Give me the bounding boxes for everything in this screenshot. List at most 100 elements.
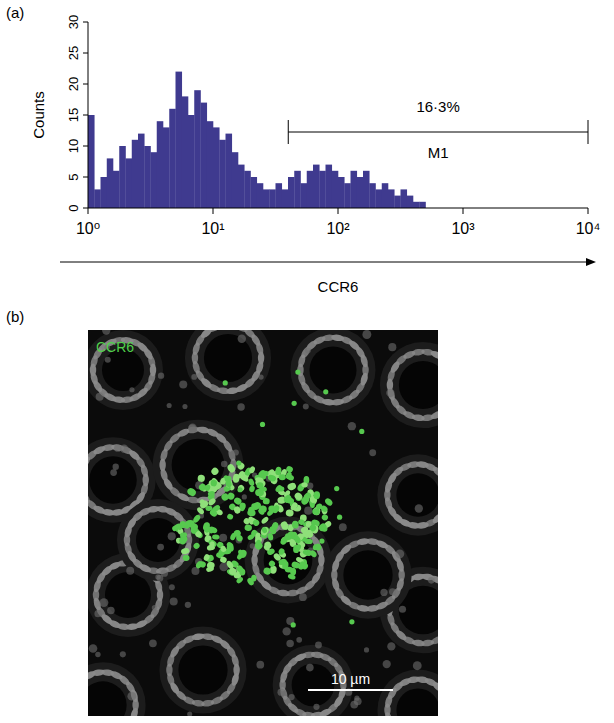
histogram-bar <box>419 202 426 208</box>
channel-label: CCR6 <box>96 339 134 355</box>
crypt-tissue <box>88 662 146 716</box>
ccr6-cell <box>349 619 354 624</box>
nucleus <box>288 694 294 700</box>
ccr6-cell <box>302 549 312 556</box>
nucleus <box>158 372 164 378</box>
ccr6-cell <box>263 471 268 476</box>
histogram-bar <box>357 177 364 208</box>
crypt-lumen <box>396 688 438 716</box>
crypt-tissue <box>377 454 438 535</box>
nucleus <box>126 567 134 575</box>
histogram-bar <box>94 189 101 208</box>
nucleus <box>88 491 92 505</box>
panel-label: (a) <box>6 4 24 21</box>
ccr6-cell <box>264 541 273 550</box>
ccr6-cell <box>207 490 215 497</box>
nucleus <box>207 330 221 334</box>
x-tick <box>338 208 339 214</box>
nucleus <box>431 680 438 693</box>
histogram-bar <box>332 171 339 208</box>
ccr6-cell <box>219 556 227 564</box>
ccr6-cell <box>279 474 286 480</box>
ccr6-cell <box>271 504 281 514</box>
ccr6-cell <box>210 466 220 476</box>
histogram-bar <box>363 171 370 208</box>
nucleus <box>299 593 307 601</box>
ccr6-cell <box>242 517 251 526</box>
nucleus <box>350 701 358 709</box>
y-tick <box>83 177 88 178</box>
nucleus <box>383 660 391 668</box>
y-tick <box>83 208 88 209</box>
histogram-bar <box>150 152 157 208</box>
histogram-bar <box>338 177 345 208</box>
nucleus <box>105 357 111 363</box>
ccr6-cell <box>189 522 199 532</box>
ccr6-cell <box>180 547 190 555</box>
ccr6-cell <box>248 465 256 474</box>
gate-end <box>588 120 589 144</box>
y-tick <box>83 53 88 54</box>
ccr6-cell <box>297 560 307 571</box>
nucleus <box>188 424 197 433</box>
crypt-tissue <box>245 517 332 604</box>
ccr6-cell <box>210 479 217 487</box>
ccr6-cell <box>186 487 197 498</box>
nucleus <box>431 465 438 478</box>
ccr6-cell <box>289 501 298 511</box>
nucleus <box>157 544 164 551</box>
crypt-lumen <box>88 681 127 716</box>
ccr6-cell <box>248 478 256 487</box>
histogram-bar <box>182 96 189 208</box>
ccr6-cell <box>223 380 228 385</box>
ccr6-cell <box>305 529 315 539</box>
nucleus <box>313 704 319 710</box>
histogram-bar <box>107 158 114 208</box>
ccr6-cell <box>237 470 245 479</box>
x-tick <box>588 208 589 214</box>
nucleus <box>428 577 435 584</box>
nucleus <box>149 640 157 648</box>
x-tick-label: 10³ <box>451 220 475 237</box>
ccr6-cell <box>320 504 329 513</box>
nucleus <box>102 330 110 335</box>
y-tick-label: 30 <box>66 15 81 29</box>
nucleus <box>388 343 396 351</box>
nucleus <box>303 403 309 409</box>
ccr6-cell <box>254 539 262 549</box>
histogram-bar <box>288 177 295 208</box>
nucleus <box>304 507 312 515</box>
axis-arrow <box>60 262 590 263</box>
ccr6-cell <box>236 551 245 561</box>
y-tick-label: 5 <box>66 173 81 180</box>
histogram-bar <box>344 183 351 208</box>
ccr6-cell <box>175 523 183 531</box>
nucleus <box>399 606 406 613</box>
figure: (a)051015202530Counts10⁰10¹10²10³10⁴16·3… <box>0 0 614 723</box>
nucleus <box>124 715 136 716</box>
histogram-bar <box>275 183 282 208</box>
nucleus <box>282 627 290 635</box>
ccr6-cell <box>233 529 241 536</box>
ccr6-cell <box>225 560 234 571</box>
histogram-bar <box>382 183 389 208</box>
y-tick-label: 25 <box>66 46 81 60</box>
nucleus <box>277 689 284 696</box>
nucleus <box>233 449 239 455</box>
y-tick-label: 15 <box>66 108 81 122</box>
x-tick <box>463 208 464 214</box>
nucleus <box>339 523 347 531</box>
ccr6-cell <box>291 622 296 627</box>
ccr6-cell <box>287 482 297 491</box>
histogram-bar <box>176 72 183 208</box>
ccr6-cell <box>268 525 277 535</box>
histogram-bar <box>125 158 132 208</box>
y-tick-label: 20 <box>66 77 81 91</box>
histogram-bar <box>257 183 264 208</box>
ccr6-cell <box>260 516 269 525</box>
nucleus <box>185 602 191 608</box>
panel-label: (b) <box>6 308 24 325</box>
ccr6-cell <box>252 518 261 527</box>
histogram-bar <box>394 196 401 208</box>
histogram-bar <box>269 189 276 208</box>
